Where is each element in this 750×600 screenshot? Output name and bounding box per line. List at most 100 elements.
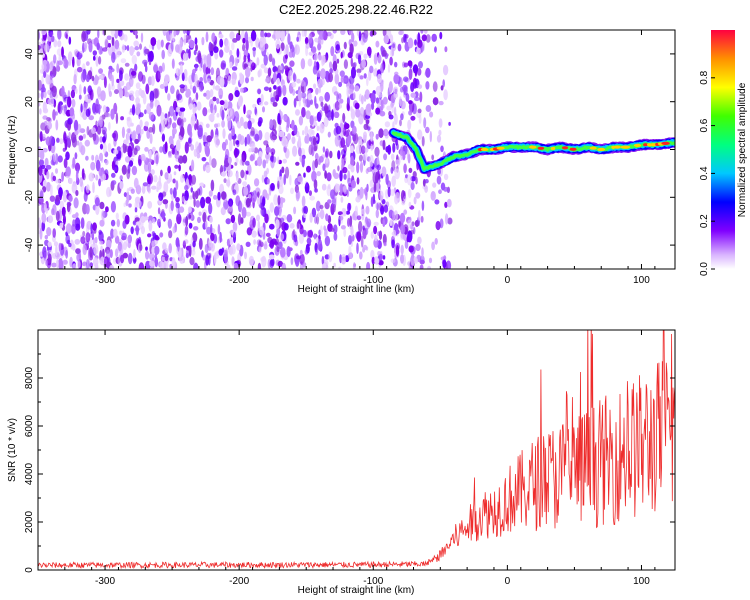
noise-speck [193,197,196,208]
noise-speck [281,166,285,174]
noise-speck [277,180,280,190]
noise-speck [131,104,136,116]
noise-speck [406,149,410,161]
noise-speck [365,227,369,235]
noise-speck [228,140,233,152]
noise-speck [382,218,386,227]
noise-speck [136,51,141,57]
noise-speck [248,148,253,153]
noise-speck [202,64,206,71]
noise-speck [373,238,379,248]
noise-speck [403,76,409,82]
noise-speck [174,164,179,169]
noise-speck [416,47,421,55]
noise-speck [121,44,126,53]
noise-speck [343,228,347,238]
noise-speck [399,212,406,224]
noise-speck [45,74,50,85]
noise-speck [210,103,214,114]
noise-speck [374,257,380,265]
noise-speck [375,107,381,115]
noise-speck [425,126,430,134]
noise-speck [131,132,136,141]
noise-speck [186,48,189,54]
noise-speck [130,74,133,80]
noise-speck [404,239,409,249]
noise-speck [244,251,247,260]
noise-speck [65,234,70,245]
noise-speck [74,162,81,172]
noise-speck [208,239,213,248]
colorbar: 0.0 0.2 0.4 0.6 0.8 Normalized spectral ampl… [699,30,748,276]
noise-speck [281,262,287,269]
signal-peak-mark [634,143,641,147]
noise-speck [74,238,81,245]
signal-peak-mark [620,145,631,149]
noise-speck [243,121,249,129]
noise-speck [298,232,305,244]
noise-speck [148,162,152,174]
noise-speck [253,147,259,154]
y-tick-label: 40 [24,48,35,60]
noise-speck [402,150,406,161]
noise-speck [53,54,57,64]
noise-speck [317,78,323,89]
noise-speck [364,147,369,153]
noise-speck [323,225,327,231]
noise-speck [241,207,247,219]
noise-speck [332,169,336,177]
noise-speck [156,104,162,117]
colorbar-tick-label: 0.4 [699,166,710,180]
noise-speck [257,220,261,231]
noise-speck [343,41,347,50]
noise-speck [99,115,103,128]
noise-speck [316,125,320,132]
noise-speck [276,227,281,237]
noise-speck [301,155,305,168]
noise-speck [313,145,318,152]
noise-speck [58,242,62,252]
noise-speck [347,164,353,170]
noise-speck [283,49,287,56]
noise-speck [190,144,195,151]
noise-speck [273,91,278,99]
noise-speck [231,127,235,136]
noise-speck [408,201,412,208]
noise-speck [379,190,384,201]
noise-speck [353,92,356,100]
noise-speck [252,47,256,58]
noise-speck [98,74,104,80]
noise-speck [415,243,421,252]
noise-speck [361,208,366,215]
noise-speck [131,54,137,65]
noise-speck [164,255,169,262]
noise-speck [314,152,319,161]
noise-speck [260,207,264,216]
noise-speck [152,232,157,240]
noise-speck [272,72,277,83]
noise-speck [226,264,231,269]
noise-speck [250,153,254,161]
noise-speck [410,115,416,121]
noise-speck [206,226,212,235]
noise-speck [41,221,46,232]
noise-speck [356,242,359,254]
noise-speck [407,60,413,67]
noise-speck [298,99,301,107]
noise-speck [38,79,42,91]
noise-speck [346,134,352,145]
noise-speck [376,164,382,171]
noise-speck [98,178,101,187]
noise-speck [159,232,164,238]
noise-speck [187,123,192,136]
noise-speck [303,213,307,219]
noise-speck [153,245,160,255]
noise-speck [80,103,83,113]
noise-speck [195,92,199,101]
noise-speck [333,262,336,268]
noise-speck [408,68,413,80]
noise-speck [134,207,138,213]
noise-speck [263,170,268,178]
noise-speck [262,196,266,207]
noise-speck [351,32,355,43]
